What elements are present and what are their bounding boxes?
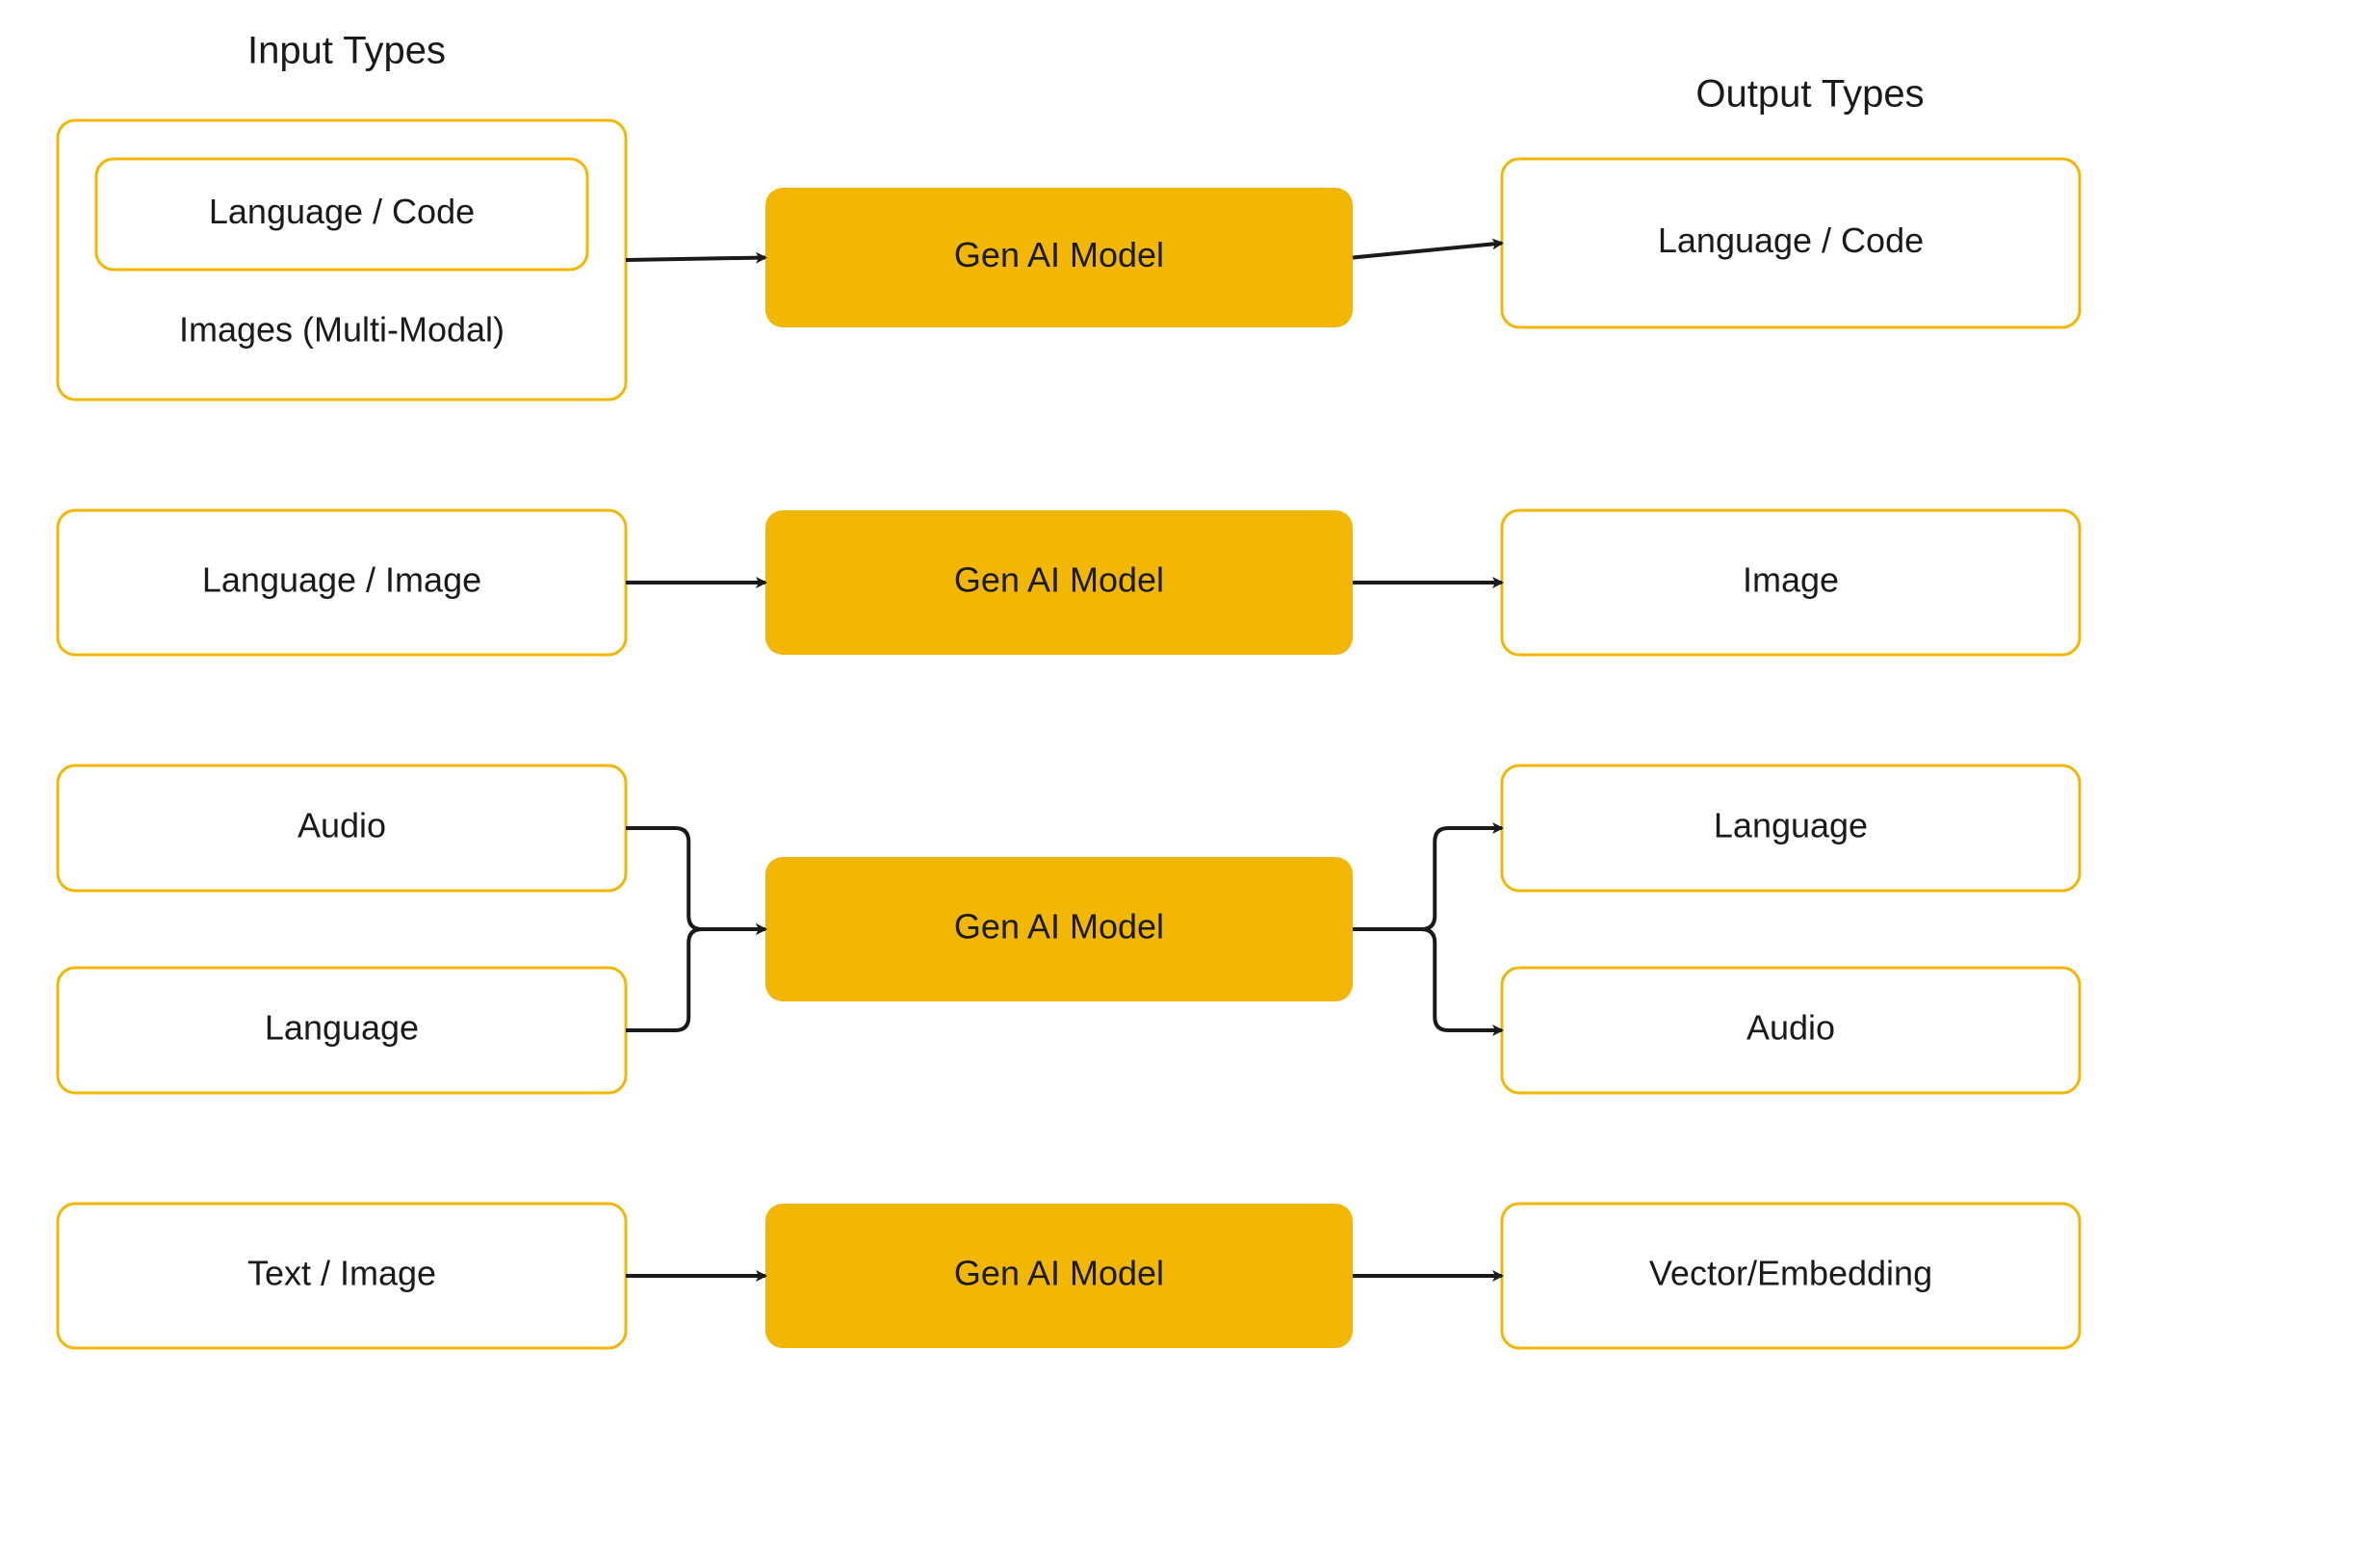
node-row4-input-label: Text / Image: [247, 1254, 436, 1293]
node-row2-model-label: Gen AI Model: [954, 560, 1164, 600]
node-row2-input-label: Language / Image: [202, 560, 481, 600]
node-row3-in-b-label: Language: [265, 1008, 419, 1048]
node-row1-model: Gen AI Model: [765, 188, 1353, 327]
node-row4-model: Gen AI Model: [765, 1204, 1353, 1348]
node-row2-output-label: Image: [1743, 560, 1839, 600]
node-row4-output: Vector/Embedding: [1502, 1204, 2080, 1348]
genai-io-diagram: Input Types Output Types Language / Code Im…: [0, 0, 2380, 1558]
node-row3-out-b: Audio: [1502, 968, 2080, 1093]
node-row1-output-label: Language / Code: [1658, 221, 1924, 260]
node-row1-model-label: Gen AI Model: [954, 235, 1164, 274]
node-row3-in-a: Audio: [58, 766, 626, 891]
node-row2-model: Gen AI Model: [765, 510, 1353, 655]
node-row3-out-a: Language: [1502, 766, 2080, 891]
node-row1-inner-label: Language / Code: [209, 192, 475, 231]
node-row3-out-a-label: Language: [1714, 806, 1868, 845]
node-row4-output-label: Vector/Embedding: [1649, 1254, 1932, 1293]
node-row4-input: Text / Image: [58, 1204, 626, 1348]
node-row1-output: Language / Code: [1502, 159, 2080, 327]
node-row3-model-label: Gen AI Model: [954, 907, 1164, 947]
node-row3-in-b: Language: [58, 968, 626, 1093]
node-row3-out-b-label: Audio: [1746, 1008, 1835, 1048]
edge-row1-outer-to-row1-model: [626, 258, 765, 261]
node-row4-model-label: Gen AI Model: [954, 1254, 1164, 1293]
node-row3-model: Gen AI Model: [765, 857, 1353, 1001]
node-row1-sub-label: Images (Multi-Modal): [179, 310, 504, 350]
node-row1-inner: Language / Code: [96, 159, 587, 270]
input-types-header: Input Types: [247, 30, 446, 72]
node-row3-in-a-label: Audio: [298, 806, 386, 845]
node-row2-input: Language / Image: [58, 510, 626, 655]
output-types-header: Output Types: [1695, 73, 1924, 116]
node-row2-output: Image: [1502, 510, 2080, 655]
